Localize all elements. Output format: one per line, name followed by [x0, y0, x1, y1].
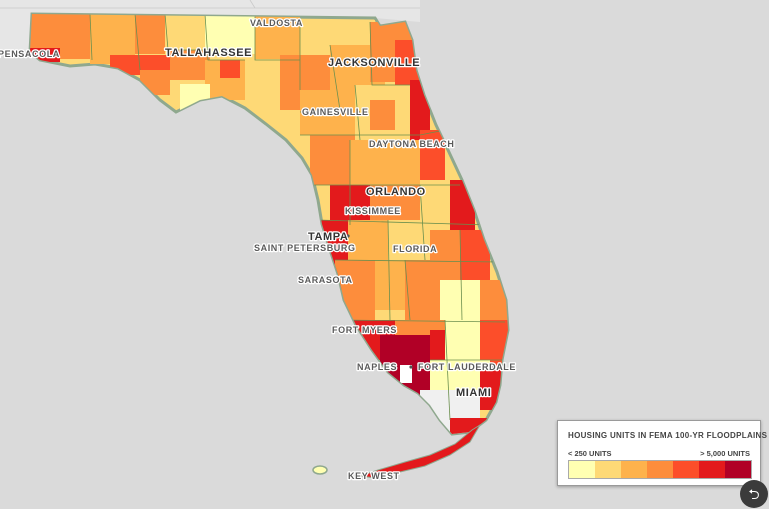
dry-tortugas: [312, 465, 328, 475]
share-button[interactable]: ⮌: [740, 480, 768, 508]
legend-low-label: < 250 UNITS: [568, 449, 612, 458]
label-orlando: ORLANDO: [366, 186, 426, 198]
legend-swatch: [569, 461, 595, 478]
legend-swatch: [699, 461, 725, 478]
share-icon: ⮌: [748, 486, 760, 502]
label-daytona-beach: DAYTONA BEACH: [369, 139, 454, 149]
label-tallahassee: TALLAHASSEE: [165, 47, 252, 59]
legend-title: HOUSING UNITS IN FEMA 100-YR FLOODPLAINS: [568, 431, 768, 440]
label-fort-myers: FORT MYERS: [332, 325, 397, 335]
label-saint-petersburg: SAINT PETERSBURG: [254, 243, 356, 253]
legend-panel: HOUSING UNITS IN FEMA 100-YR FLOODPLAINS…: [557, 420, 767, 486]
label-tampa: TAMPA: [308, 231, 348, 243]
legend-swatch: [725, 461, 751, 478]
label-naples: NAPLES: [357, 362, 397, 372]
label-pensacola: PENSACOLA: [0, 49, 60, 59]
georgia-alabama-land: [0, 0, 420, 52]
city-labels: VALDOSTA PENSACOLA TALLAHASSEE JACKSONVI…: [0, 17, 517, 483]
label-kissimmee: KISSIMMEE: [345, 206, 401, 216]
label-valdosta: VALDOSTA: [250, 18, 303, 28]
county-boundaries: [89, 14, 506, 421]
label-gainesville: GAINESVILLE: [302, 107, 369, 117]
label-fort-lauderdale: FORT LAUDERDALE: [418, 362, 516, 372]
label-jacksonville: JACKSONVILLE: [328, 57, 420, 69]
legend-swatch: [621, 461, 647, 478]
label-miami: MIAMI: [456, 387, 491, 399]
florida-keys: [359, 424, 481, 479]
legend-high-label: > 5,000 UNITS: [700, 449, 750, 458]
legend-color-ramp: [568, 460, 752, 479]
legend-swatch: [647, 461, 673, 478]
label-sarasota: SARASOTA: [298, 275, 353, 285]
state-border: [249, 0, 256, 9]
legend-swatch: [595, 461, 621, 478]
label-key-west: KEY WEST: [348, 471, 400, 481]
label-florida: FLORIDA: [393, 244, 437, 254]
legend-swatch: [673, 461, 699, 478]
